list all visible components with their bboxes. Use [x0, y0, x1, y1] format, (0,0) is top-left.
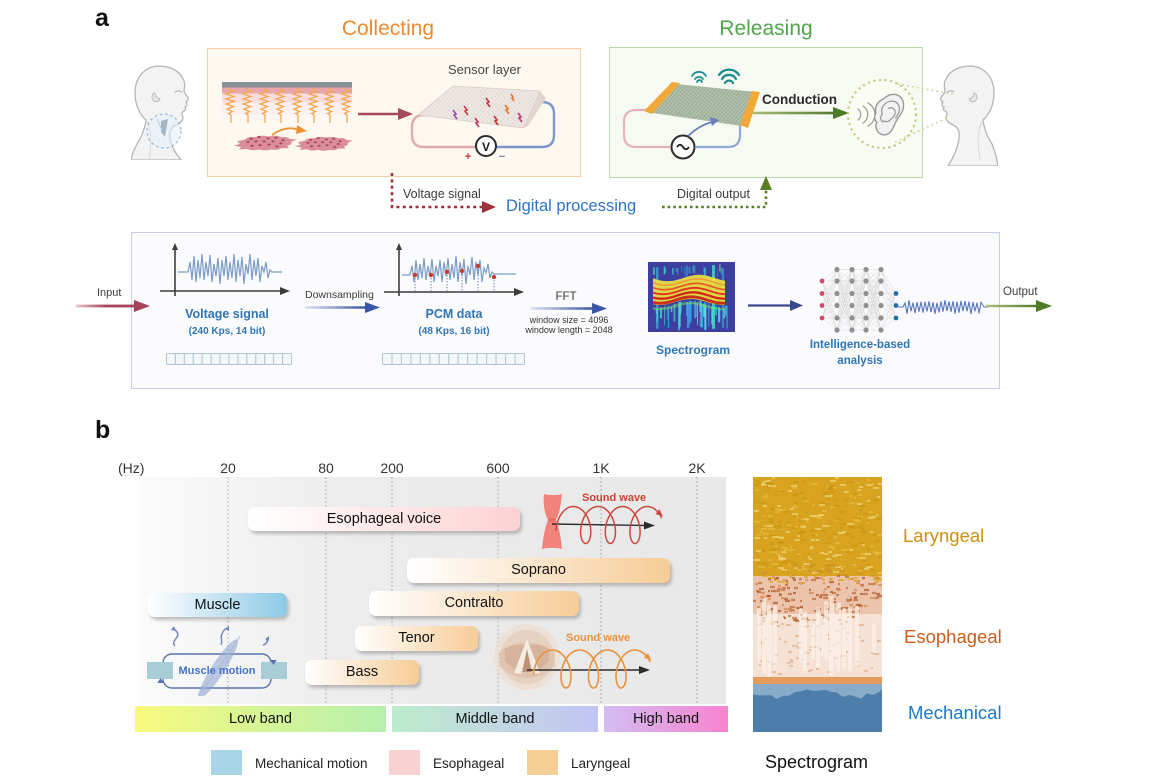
- svg-text:+: +: [465, 151, 471, 163]
- svg-text:Muscle motion: Muscle motion: [178, 665, 255, 677]
- svg-text:V: V: [482, 140, 490, 154]
- svg-text:−: −: [499, 151, 505, 163]
